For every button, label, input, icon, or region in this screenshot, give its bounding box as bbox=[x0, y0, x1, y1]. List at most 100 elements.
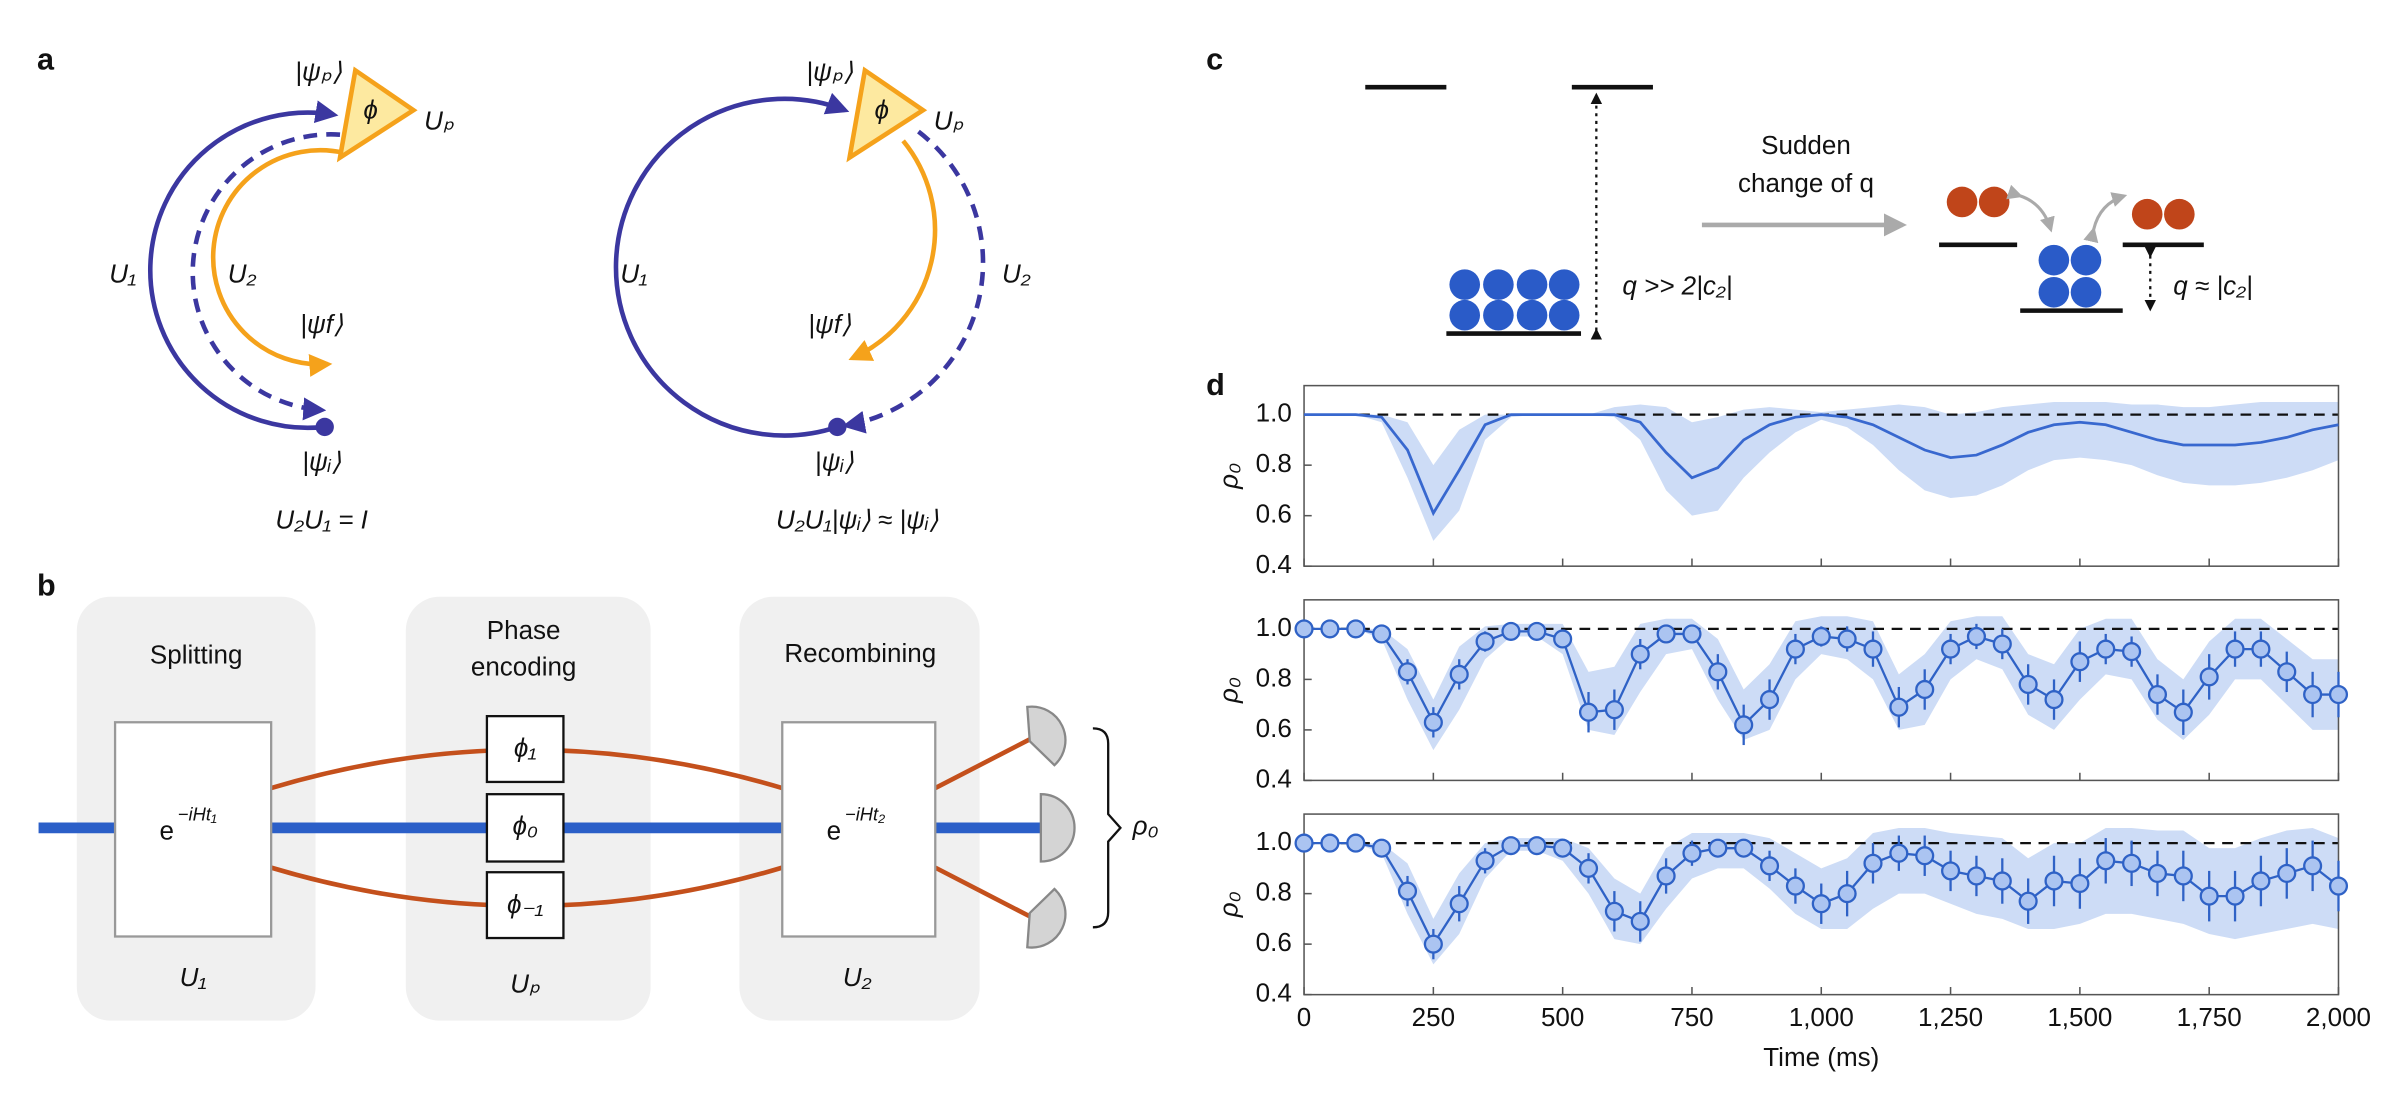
arc-dashed bbox=[190, 132, 341, 421]
data-point bbox=[1837, 884, 1857, 904]
operator-box bbox=[781, 721, 937, 938]
data-point bbox=[2328, 684, 2349, 705]
label-u2: U₂ bbox=[1002, 258, 1031, 288]
data-point bbox=[1759, 856, 1780, 876]
data-point bbox=[1423, 934, 1443, 954]
detector bbox=[1026, 705, 1067, 767]
data-point bbox=[2225, 639, 2245, 659]
x-tick-label: 1,000 bbox=[1789, 1002, 1854, 1032]
data-point bbox=[1449, 894, 1469, 914]
operator-box bbox=[113, 721, 273, 938]
data-point bbox=[1915, 846, 1935, 866]
data-point bbox=[1682, 843, 1702, 863]
output-label: ρ₀ bbox=[1132, 811, 1159, 841]
path-out bbox=[934, 865, 1035, 921]
data-point bbox=[2225, 886, 2245, 906]
data-point bbox=[1785, 876, 1805, 896]
y-tick-label: 0.4 bbox=[1256, 549, 1292, 579]
data-point bbox=[1320, 619, 1340, 639]
data-point bbox=[1501, 836, 1521, 856]
data-point bbox=[1759, 690, 1780, 710]
panel-label: b bbox=[37, 569, 56, 603]
data-point bbox=[1578, 858, 1599, 878]
phi: ϕ bbox=[363, 95, 377, 125]
x-tick-label: 250 bbox=[1412, 1002, 1455, 1032]
data-point bbox=[1630, 911, 1650, 931]
phase-box bbox=[485, 793, 565, 863]
detector bbox=[1026, 887, 1067, 949]
data-point bbox=[1966, 626, 1986, 647]
y-axis-label: ρ₀ bbox=[1213, 677, 1243, 704]
phase-label: ϕ₋₁ bbox=[507, 889, 543, 919]
stage-label: Recombining bbox=[784, 638, 936, 668]
data-point bbox=[2018, 674, 2038, 695]
label-psi-f: |ψf⟩ bbox=[300, 309, 343, 339]
data-point bbox=[2018, 891, 2038, 911]
stage-label: encoding bbox=[471, 652, 577, 682]
data-point bbox=[1889, 843, 1909, 863]
data-point bbox=[1734, 838, 1754, 858]
data-point bbox=[2251, 871, 2271, 891]
operator-base: e bbox=[827, 815, 841, 845]
label-psi-i: |ψᵢ⟩ bbox=[302, 447, 341, 477]
data-point bbox=[1449, 664, 1469, 684]
data-point bbox=[2122, 642, 2142, 662]
data-point bbox=[1966, 866, 1986, 886]
data-point bbox=[1372, 838, 1392, 858]
atoms-orange bbox=[1946, 186, 2195, 230]
x-tick-label: 0 bbox=[1297, 1002, 1311, 1032]
data-point bbox=[2044, 690, 2064, 710]
data-point bbox=[1630, 644, 1650, 664]
data-point bbox=[1837, 629, 1857, 649]
data-point bbox=[2070, 652, 2090, 672]
data-point bbox=[1708, 662, 1728, 682]
data-point bbox=[1320, 833, 1340, 853]
exchange-arrow bbox=[2083, 192, 2128, 244]
data-point bbox=[2277, 662, 2297, 682]
data-point bbox=[1553, 629, 1573, 649]
data-point bbox=[1372, 624, 1392, 644]
data-point bbox=[2303, 856, 2323, 876]
y-tick-label: 1.0 bbox=[1256, 612, 1292, 642]
y-tick-label: 1.0 bbox=[1256, 826, 1292, 856]
equation: U₂U₁ = I bbox=[275, 505, 368, 535]
stage-label: Splitting bbox=[150, 639, 243, 669]
label-u1: U₁ bbox=[620, 258, 647, 288]
data-point bbox=[1992, 634, 2012, 654]
confidence-band bbox=[1304, 402, 2339, 541]
y-axis-label: ρ₀ bbox=[1213, 463, 1243, 490]
x-tick-label: 2,000 bbox=[2306, 1002, 2371, 1032]
data-point bbox=[1604, 700, 1624, 720]
data-point bbox=[1423, 712, 1443, 732]
y-tick-label: 0.4 bbox=[1256, 978, 1292, 1008]
data-point bbox=[1475, 631, 1495, 652]
data-point bbox=[2303, 684, 2323, 705]
arc-u2 bbox=[848, 139, 938, 361]
label-u1: U₁ bbox=[109, 258, 136, 288]
phase-box bbox=[485, 714, 565, 784]
data-point bbox=[1656, 624, 1676, 644]
data-point bbox=[2173, 702, 2193, 722]
x-tick-label: 500 bbox=[1541, 1002, 1584, 1032]
operator-label: U₂ bbox=[843, 962, 872, 992]
atoms-blue bbox=[1449, 269, 1580, 331]
arc-u2 bbox=[210, 147, 346, 377]
data-point bbox=[2096, 851, 2116, 871]
phase-label: ϕ₀ bbox=[512, 811, 537, 841]
data-point bbox=[1734, 715, 1754, 735]
panel-label: c bbox=[1206, 42, 1223, 76]
data-point bbox=[1346, 833, 1366, 853]
label-psi-f: |ψf⟩ bbox=[808, 309, 851, 339]
arrow-label: Sudden bbox=[1761, 130, 1851, 160]
y-tick-label: 0.6 bbox=[1256, 499, 1292, 529]
data-point bbox=[2277, 863, 2297, 883]
data-point bbox=[1501, 621, 1521, 641]
label-u2: U₂ bbox=[228, 258, 257, 288]
data-point bbox=[1889, 697, 1909, 717]
data-point bbox=[2070, 873, 2090, 894]
diagram-c: q >> 2|c₂| Sudden change of q q ≈ |c₂| bbox=[1365, 84, 2253, 340]
label-psi-i: |ψᵢ⟩ bbox=[815, 447, 854, 477]
condition: q >> 2|c₂| bbox=[1622, 271, 1732, 301]
label-psi-p: |ψₚ⟩ bbox=[295, 56, 342, 86]
y-axis-label: ρ₀ bbox=[1213, 891, 1243, 918]
